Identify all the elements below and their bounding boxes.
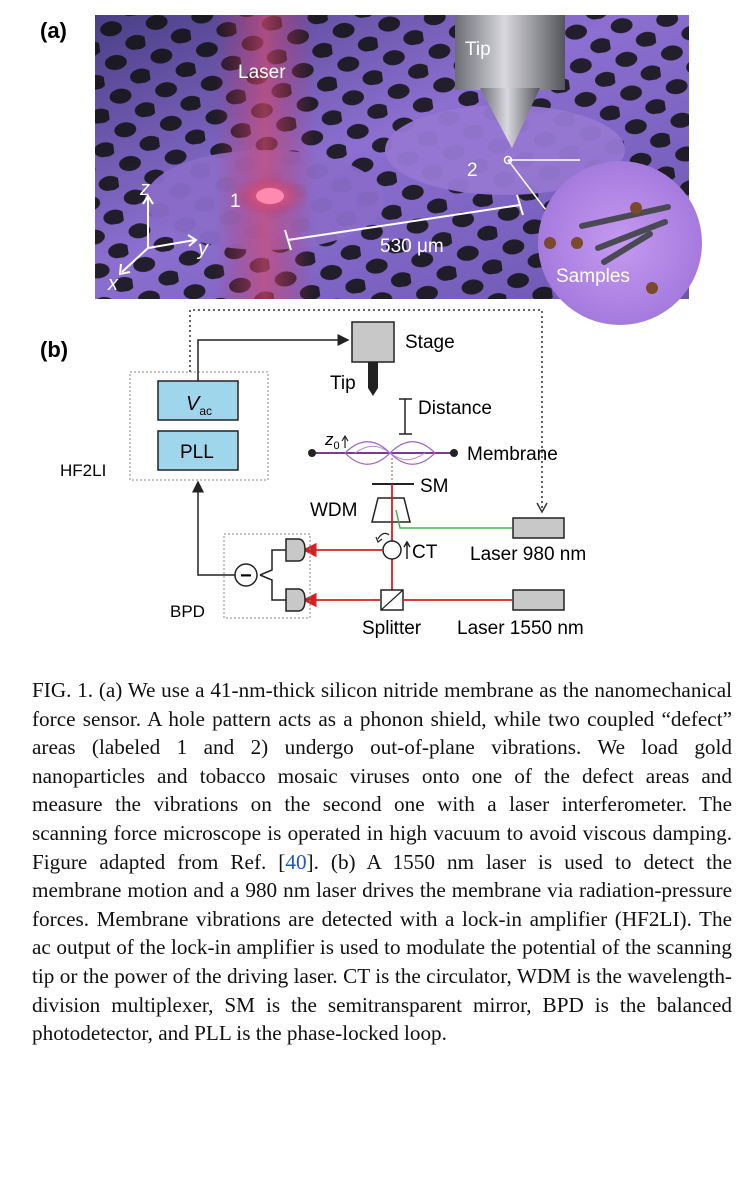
splitter-label: Splitter (362, 618, 422, 639)
vac-label: Vac (186, 393, 212, 418)
axes-indicator (118, 194, 198, 276)
gold-nanoparticles (544, 202, 658, 294)
samples-inset: Samples (503, 155, 702, 325)
membrane-line (308, 441, 458, 465)
panel-b-label: (b) (40, 337, 68, 362)
stage-label: Stage (405, 332, 455, 353)
subtractor-sign: − (240, 565, 252, 587)
tmv-rods (579, 204, 671, 265)
caption-part2: ]. (b) A 1550 nm laser is used to detect… (32, 849, 732, 1046)
laser-label: Laser (238, 62, 286, 83)
hf2li-box (129, 371, 269, 481)
ct-label: CT (412, 542, 438, 563)
defect-1-label: 1 (230, 191, 241, 212)
membrane-image (95, 15, 689, 299)
tip-probe (368, 362, 378, 396)
axis-x-label: x (107, 273, 119, 295)
tip-label-b: Tip (330, 373, 356, 394)
figure-caption: FIG. 1. (a) We use a 41-nm-thick silicon… (32, 676, 732, 1048)
photodiode-top (285, 538, 306, 562)
tip-label: Tip (465, 39, 491, 60)
laser-980-block (512, 517, 565, 539)
wdm-block (371, 497, 411, 523)
distance-label-b: Distance (418, 398, 492, 419)
vac-to-stage-line (197, 334, 350, 381)
vac-block (157, 380, 239, 421)
bpd-box (223, 533, 311, 619)
laser-1550-block (512, 589, 565, 611)
dotted-feed-line (189, 309, 543, 510)
stage-block (351, 321, 395, 363)
wdm-label: WDM (310, 500, 357, 521)
bpd-label: BPD (170, 602, 205, 621)
laser-980-path (395, 509, 512, 529)
panel-a-label: (a) (40, 18, 67, 43)
distance-bar (399, 398, 412, 435)
pll-block (157, 430, 239, 471)
samples-label: Samples (556, 266, 630, 287)
caption-ref-link[interactable]: 40 (285, 849, 307, 874)
figure-1: (a) z y x Laser Tip 1 2 530 μm (40, 15, 702, 639)
axis-z-label: z (139, 178, 150, 200)
ct-circulator (382, 540, 402, 560)
laser-980-label: Laser 980 nm (470, 544, 586, 565)
membrane-label: Membrane (467, 444, 558, 465)
pll-label: PLL (180, 442, 214, 463)
distance-marker (284, 194, 524, 251)
sm-label: SM (420, 476, 449, 497)
axis-y-label: y (196, 238, 209, 260)
z0-label: z0 (324, 430, 340, 452)
hf2li-label: HF2LI (60, 461, 106, 480)
distance-label: 530 μm (380, 236, 444, 257)
caption-part1: FIG. 1. (a) We use a 41-nm-thick silicon… (32, 678, 732, 874)
photodiode-bottom (285, 588, 306, 612)
bpd-to-pll-line (192, 480, 235, 576)
laser-1550-label: Laser 1550 nm (457, 618, 584, 639)
defect-2-label: 2 (467, 160, 478, 181)
